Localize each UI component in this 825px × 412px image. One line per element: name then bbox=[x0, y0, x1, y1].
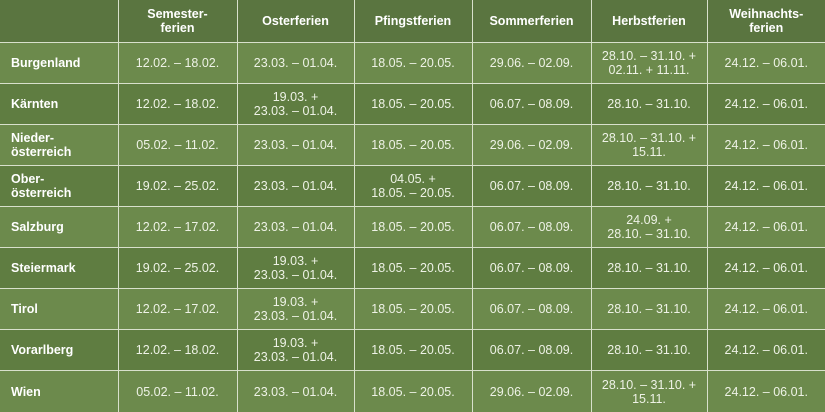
semesterferien-cell: 05.02. – 11.02. bbox=[117, 123, 238, 166]
sommerferien-cell: 29.06. – 02.09. bbox=[471, 370, 592, 412]
osterferien-cell: 19.03. + 23.03. – 01.04. bbox=[236, 329, 355, 372]
header-corner bbox=[0, 0, 119, 43]
table-row: Nieder- österreich 05.02. – 11.02. 23.03. … bbox=[0, 123, 825, 166]
osterferien-cell: 23.03. – 01.04. bbox=[236, 205, 355, 249]
header-semesterferien: Semester- ferien bbox=[117, 0, 238, 43]
weihnachtsferien-cell: 24.12. – 06.01. bbox=[706, 82, 825, 125]
state-name-cell: Burgenland bbox=[0, 41, 119, 84]
semesterferien-cell: 05.02. – 11.02. bbox=[117, 370, 238, 412]
semesterferien-cell: 12.02. – 18.02. bbox=[117, 41, 238, 84]
table-row: Tirol 12.02. – 17.02. 19.03. + 23.03. – 01… bbox=[0, 288, 825, 331]
weihnachtsferien-cell: 24.12. – 06.01. bbox=[706, 329, 825, 372]
herbstferien-cell: 28.10. – 31.10. + 15.11. bbox=[590, 123, 708, 166]
pfingstferien-cell: 18.05. – 20.05. bbox=[353, 247, 473, 290]
pfingstferien-cell: 18.05. – 20.05. bbox=[353, 288, 473, 331]
osterferien-cell: 19.03. + 23.03. – 01.04. bbox=[236, 82, 355, 125]
semesterferien-cell: 12.02. – 18.02. bbox=[117, 82, 238, 125]
table-row: Steiermark 19.02. – 25.02. 19.03. + 23.03.… bbox=[0, 247, 825, 290]
semesterferien-cell: 12.02. – 17.02. bbox=[117, 288, 238, 331]
header-pfingstferien: Pfingstferien bbox=[353, 0, 473, 43]
herbstferien-cell: 28.10. – 31.10. bbox=[590, 288, 708, 331]
osterferien-cell: 23.03. – 01.04. bbox=[236, 370, 355, 412]
state-name-cell: Wien bbox=[0, 370, 119, 412]
semesterferien-cell: 12.02. – 18.02. bbox=[117, 329, 238, 372]
herbstferien-cell: 28.10. – 31.10. + 02.11. + 11.11. bbox=[590, 41, 708, 84]
pfingstferien-cell: 18.05. – 20.05. bbox=[353, 123, 473, 166]
header-weihnachtsferien: Weihnachts- ferien bbox=[706, 0, 825, 43]
herbstferien-cell: 24.09. + 28.10. – 31.10. bbox=[590, 205, 708, 249]
pfingstferien-cell: 18.05. – 20.05. bbox=[353, 82, 473, 125]
pfingstferien-cell: 18.05. – 20.05. bbox=[353, 329, 473, 372]
weihnachtsferien-cell: 24.12. – 06.01. bbox=[706, 205, 825, 249]
weihnachtsferien-cell: 24.12. – 06.01. bbox=[706, 370, 825, 412]
state-name-cell: Salzburg bbox=[0, 205, 119, 249]
osterferien-cell: 23.03. – 01.04. bbox=[236, 164, 355, 207]
sommerferien-cell: 06.07. – 08.09. bbox=[471, 247, 592, 290]
herbstferien-cell: 28.10. – 31.10. bbox=[590, 247, 708, 290]
state-name-cell: Nieder- österreich bbox=[0, 123, 119, 166]
sommerferien-cell: 29.06. – 02.09. bbox=[471, 123, 592, 166]
herbstferien-cell: 28.10. – 31.10. bbox=[590, 82, 708, 125]
header-sommerferien: Sommerferien bbox=[471, 0, 592, 43]
weihnachtsferien-cell: 24.12. – 06.01. bbox=[706, 123, 825, 166]
pfingstferien-cell: 04.05. + 18.05. – 20.05. bbox=[353, 164, 473, 207]
pfingstferien-cell: 18.05. – 20.05. bbox=[353, 370, 473, 412]
sommerferien-cell: 06.07. – 08.09. bbox=[471, 82, 592, 125]
header-herbstferien: Herbstferien bbox=[590, 0, 708, 43]
table-row: Wien 05.02. – 11.02. 23.03. – 01.04. 18.05.… bbox=[0, 370, 825, 412]
osterferien-cell: 19.03. + 23.03. – 01.04. bbox=[236, 288, 355, 331]
semesterferien-cell: 19.02. – 25.02. bbox=[117, 247, 238, 290]
semesterferien-cell: 12.02. – 17.02. bbox=[117, 205, 238, 249]
table-row: Salzburg 12.02. – 17.02. 23.03. – 01.04. 18… bbox=[0, 205, 825, 249]
state-name-cell: Vorarlberg bbox=[0, 329, 119, 372]
header-osterferien: Osterferien bbox=[236, 0, 355, 43]
weihnachtsferien-cell: 24.12. – 06.01. bbox=[706, 247, 825, 290]
weihnachtsferien-cell: 24.12. – 06.01. bbox=[706, 41, 825, 84]
weihnachtsferien-cell: 24.12. – 06.01. bbox=[706, 288, 825, 331]
state-name-cell: Tirol bbox=[0, 288, 119, 331]
semesterferien-cell: 19.02. – 25.02. bbox=[117, 164, 238, 207]
herbstferien-cell: 28.10. – 31.10. bbox=[590, 329, 708, 372]
table-row: Vorarlberg 12.02. – 18.02. 19.03. + 23.03.… bbox=[0, 329, 825, 372]
sommerferien-cell: 06.07. – 08.09. bbox=[471, 164, 592, 207]
pfingstferien-cell: 18.05. – 20.05. bbox=[353, 41, 473, 84]
osterferien-cell: 19.03. + 23.03. – 01.04. bbox=[236, 247, 355, 290]
osterferien-cell: 23.03. – 01.04. bbox=[236, 41, 355, 84]
sommerferien-cell: 29.06. – 02.09. bbox=[471, 41, 592, 84]
table-row: Burgenland 12.02. – 18.02. 23.03. – 01.04.… bbox=[0, 41, 825, 84]
herbstferien-cell: 28.10. – 31.10. + 15.11. bbox=[590, 370, 708, 412]
header-row: Semester- ferien Osterferien Pfingstferi… bbox=[0, 0, 825, 43]
sommerferien-cell: 06.07. – 08.09. bbox=[471, 205, 592, 249]
herbstferien-cell: 28.10. – 31.10. bbox=[590, 164, 708, 207]
sommerferien-cell: 06.07. – 08.09. bbox=[471, 288, 592, 331]
table-row: Ober- österreich 19.02. – 25.02. 23.03. – … bbox=[0, 164, 825, 207]
weihnachtsferien-cell: 24.12. – 06.01. bbox=[706, 164, 825, 207]
state-name-cell: Steiermark bbox=[0, 247, 119, 290]
table-row: Kärnten 12.02. – 18.02. 19.03. + 23.03. – … bbox=[0, 82, 825, 125]
state-name-cell: Ober- österreich bbox=[0, 164, 119, 207]
pfingstferien-cell: 18.05. – 20.05. bbox=[353, 205, 473, 249]
state-name-cell: Kärnten bbox=[0, 82, 119, 125]
sommerferien-cell: 06.07. – 08.09. bbox=[471, 329, 592, 372]
osterferien-cell: 23.03. – 01.04. bbox=[236, 123, 355, 166]
